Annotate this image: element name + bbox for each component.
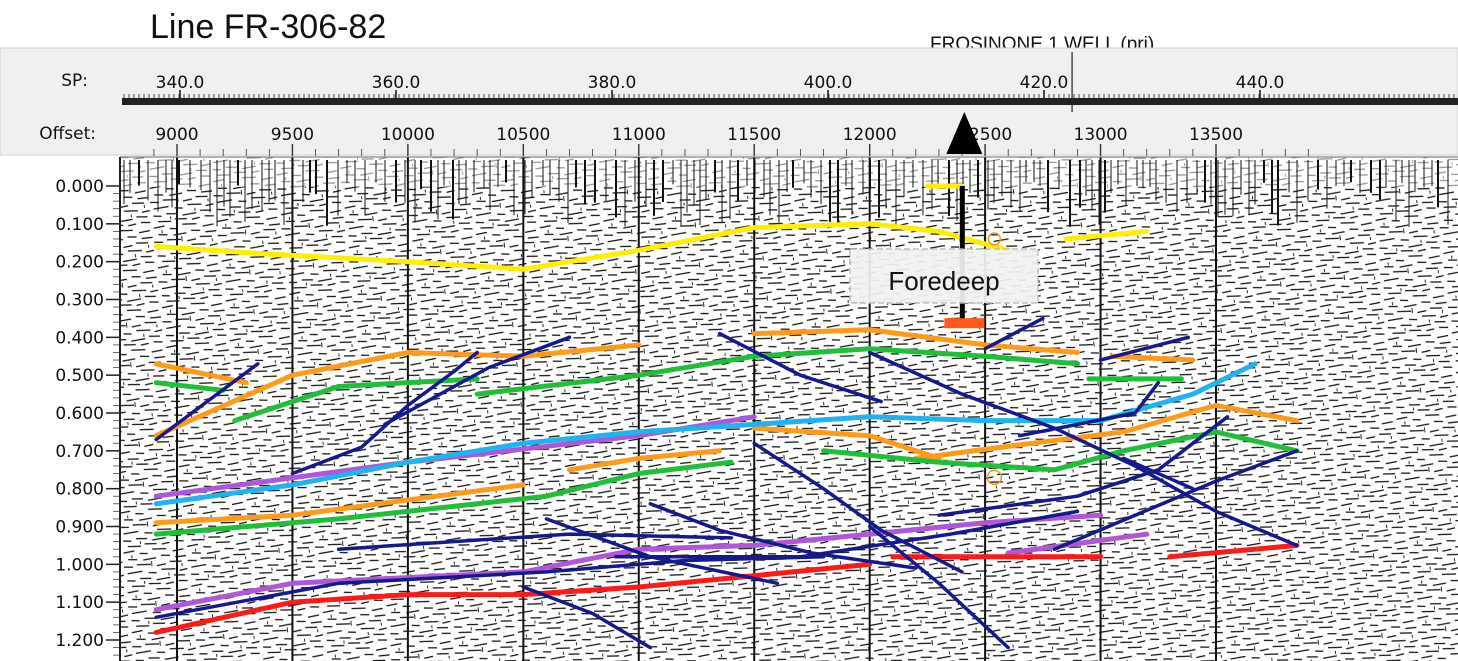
foredeep-label: Foredeep [888, 266, 999, 296]
offset-axis: 9000 9500 10000 10500 11000 11500 12000 12500 13… [153, 125, 1309, 156]
sp-tick-label: 360.0 [372, 73, 421, 93]
fault-line [336, 532, 733, 551]
time-tick-label: 0.500 [55, 366, 104, 386]
fault-line [648, 502, 918, 570]
time-tick-label: 1.000 [55, 555, 104, 575]
horizon-orange [1109, 353, 1196, 363]
horizon-orange [751, 327, 1080, 355]
fault-line [983, 316, 1045, 351]
time-tick-label: 0.400 [55, 328, 104, 348]
offset-tick-label: 9500 [271, 125, 314, 145]
time-tick-label: 0.800 [55, 480, 104, 500]
time-tick-label: 1.100 [55, 593, 104, 613]
sp-tick-label: 400.0 [804, 73, 853, 93]
offset-tick-label: 13500 [1189, 125, 1243, 145]
time-tick-label: 0.600 [55, 404, 104, 424]
sp-tick-label: 380.0 [588, 73, 637, 93]
well-target-marker [944, 318, 985, 329]
well-pick-marker [986, 469, 1003, 486]
shallow-trace-band [120, 157, 1458, 187]
horizon-orange [567, 448, 723, 473]
horizon-green [821, 429, 1300, 473]
horizon-green [153, 380, 226, 393]
horizon-orange [751, 425, 942, 461]
horizon-orange [153, 482, 526, 526]
fault-line [1017, 380, 1161, 438]
fault-line [867, 350, 1299, 548]
time-tick-label: 0.700 [55, 442, 104, 462]
horizon-green [474, 346, 1080, 397]
fault-line [613, 509, 1080, 559]
offset-tick-label: 10000 [381, 125, 435, 145]
fault-line [937, 415, 1230, 517]
horizon-orange [913, 402, 1300, 461]
sp-tick-label: 420.0 [1020, 73, 1069, 93]
fault-line [154, 362, 260, 442]
horizons-layer [153, 183, 1300, 635]
fault-line [752, 441, 964, 574]
time-tick-label: 0.300 [55, 291, 104, 311]
offset-tick-label: 11000 [612, 125, 666, 145]
time-tick-label: 0.000 [55, 177, 104, 197]
well-arrow [946, 112, 983, 154]
horizon-purple [153, 512, 1104, 613]
horizon-cyan [153, 361, 1258, 507]
time-tick-label: 0.200 [55, 253, 104, 273]
fault-line [1121, 456, 1195, 491]
fault-line [521, 585, 653, 650]
fault-line [717, 331, 883, 404]
sp-tick-bar [122, 98, 1458, 105]
figure-title: Line FR-306-82 [150, 8, 387, 46]
horizon-red [153, 561, 873, 635]
offset-tick-label: 13000 [1074, 125, 1128, 145]
offset-tick-label: 10500 [496, 125, 550, 145]
sp-tick-label: 340.0 [156, 73, 205, 93]
sp-minor-ticks [123, 94, 1455, 98]
horizon-green [232, 376, 480, 424]
horizon-red [1167, 542, 1300, 560]
well-pick-marker [987, 232, 1002, 246]
offset-axis-label: Offset: [39, 124, 96, 144]
horizon-purple [1005, 531, 1150, 556]
faults-layer [154, 316, 1299, 650]
foredeep-box [849, 248, 1039, 304]
shallow-traces [123, 160, 1449, 227]
foredeep-annotation: Foredeep [849, 248, 1039, 304]
fault-line [867, 524, 1010, 650]
horizon-orange [153, 342, 642, 439]
fault-line [383, 335, 572, 427]
fault-line [154, 555, 826, 620]
time-tick-label: 1.200 [55, 631, 104, 651]
section-content [123, 157, 1449, 661]
horizon-yellow [1063, 228, 1150, 242]
offset-tick-label: 12000 [843, 125, 897, 145]
sp-axis-label: SP: [61, 71, 88, 91]
horizon-yellow [153, 221, 1011, 272]
offset-tick-label: 9000 [155, 125, 198, 145]
fault-line [290, 350, 479, 476]
horizon-green [153, 459, 734, 537]
time-tick-label: 0.100 [55, 215, 104, 235]
time-tick-label: 0.900 [55, 518, 104, 538]
time-axis: 0.000 0.100 0.200 0.300 0.400 0.500 0.600 0.700… [55, 177, 120, 656]
fault-line [1098, 335, 1191, 362]
horizon-orange [153, 361, 249, 386]
offset-tick-label: 11500 [727, 125, 781, 145]
sp-tick-label: 440.0 [1236, 73, 1285, 93]
fault-line [1052, 449, 1299, 551]
sp-axis: 340.0 360.0 380.0 400.0 420.0 440.0 [156, 73, 1285, 98]
